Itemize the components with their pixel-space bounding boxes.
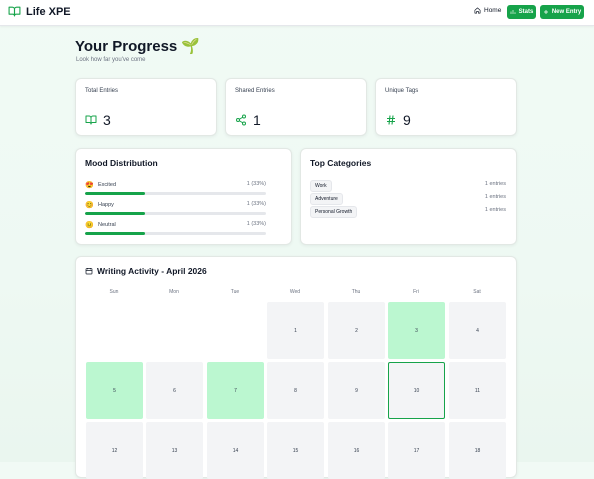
stat-card-shared-entries: Shared Entries 1: [225, 78, 367, 136]
category-item: Work 1 entries: [310, 180, 506, 192]
mood-item: 😊 Happy 1 (33%): [85, 201, 266, 221]
calendar-day[interactable]: 14: [207, 422, 264, 479]
share-icon: [236, 114, 246, 126]
new-entry-label: New Entry: [551, 9, 582, 15]
hash-icon: [387, 115, 395, 125]
calendar-icon: [85, 268, 93, 275]
stat-card-total-entries: Total Entries 3: [75, 78, 217, 136]
section-title: Mood Distribution: [85, 158, 158, 168]
mood-emoji-icon: 😍: [85, 182, 94, 189]
plus-icon: [543, 10, 548, 14]
category-tag[interactable]: Work: [310, 180, 332, 192]
top-nav: Life XPE Home Stats New Entry: [0, 0, 594, 26]
activity-title: Writing Activity - April 2026: [85, 266, 207, 276]
mood-item: 😍 Excited 1 (33%): [85, 181, 266, 201]
calendar-day[interactable]: 2: [328, 302, 385, 359]
chart-icon: [510, 10, 515, 14]
calendar-day[interactable]: 17: [388, 422, 445, 479]
calendar-day[interactable]: 9: [328, 362, 385, 419]
calendar-day[interactable]: 11: [449, 362, 506, 419]
weekday-label: Thu: [351, 289, 361, 295]
calendar-day[interactable]: 8: [267, 362, 324, 419]
new-entry-button[interactable]: New Entry: [540, 5, 584, 19]
mood-bar: [85, 232, 266, 235]
page-subtitle: Look how far you've come: [76, 57, 146, 63]
weekday-label: Fri: [413, 289, 419, 295]
weekday-label: Sat: [473, 289, 481, 295]
category-count: 1 entries: [484, 194, 506, 200]
calendar-day[interactable]: 16: [328, 422, 385, 479]
category-item: Adventure 1 entries: [310, 193, 506, 205]
calendar-day[interactable]: 3: [388, 302, 445, 359]
mood-label: Happy: [98, 202, 114, 208]
mood-item: 😐 Neutral 1 (33%): [85, 221, 266, 241]
home-label: Home: [484, 7, 502, 14]
mood-emoji-icon: 😊: [85, 202, 94, 209]
category-item: Personal Growth 1 entries: [310, 206, 506, 218]
weekday-label: Mon: [169, 289, 179, 295]
mood-count: 1 (33%): [246, 221, 266, 227]
writing-activity-card: Writing Activity - April 2026 Sun Mon Tue W…: [75, 256, 517, 479]
calendar-day[interactable]: 4: [449, 302, 506, 359]
page-title-text: Your Progress: [75, 37, 178, 55]
mood-distribution-card: Mood Distribution 😍 Excited 1 (33%) 😊 Ha…: [75, 148, 292, 245]
calendar-day[interactable]: 15: [267, 422, 324, 479]
category-count: 1 entries: [484, 207, 506, 213]
calendar-day[interactable]: 1: [267, 302, 324, 359]
calendar-day[interactable]: 18: [449, 422, 506, 479]
section-title: Top Categories: [310, 158, 372, 168]
activity-title-text: Writing Activity - April 2026: [97, 266, 207, 276]
mood-label: Neutral: [98, 222, 116, 228]
stat-card-unique-tags: Unique Tags 9: [375, 78, 517, 136]
top-categories-card: Top Categories Work 1 entries Adventure …: [300, 148, 517, 245]
mood-bar: [85, 212, 266, 215]
stat-label: Total Entries: [85, 88, 119, 94]
mood-bar-fill: [85, 192, 145, 195]
book-open-icon: [8, 6, 21, 17]
book-icon: [85, 115, 97, 125]
weekday-label: Tue: [230, 289, 240, 295]
stats-label: Stats: [518, 9, 534, 15]
home-link[interactable]: Home: [474, 7, 501, 14]
category-count: 1 entries: [484, 181, 506, 187]
brand[interactable]: Life XPE: [8, 5, 71, 18]
weekday-label: Wed: [289, 289, 301, 295]
stat-value: 3: [103, 112, 111, 128]
seedling-icon: 🌱: [181, 38, 200, 55]
home-icon: [474, 7, 481, 14]
calendar-day[interactable]: 5: [86, 362, 143, 419]
mood-emoji-icon: 😐: [85, 222, 94, 229]
stats-button[interactable]: Stats: [507, 5, 536, 19]
category-tag[interactable]: Personal Growth: [310, 206, 358, 218]
stat-label: Shared Entries: [235, 88, 275, 94]
mood-bar: [85, 192, 266, 195]
brand-name: Life XPE: [26, 5, 71, 18]
calendar-day[interactable]: 6: [146, 362, 203, 419]
calendar-day[interactable]: 12: [86, 422, 143, 479]
calendar-day[interactable]: 10: [388, 362, 445, 419]
stat-label: Unique Tags: [385, 88, 419, 94]
calendar-day[interactable]: 13: [146, 422, 203, 479]
weekday-label: Sun: [109, 289, 119, 295]
stat-value: 1: [253, 112, 261, 128]
mood-label: Excited: [98, 182, 117, 188]
mood-bar-fill: [85, 212, 145, 215]
page-title: Your Progress 🌱: [75, 37, 200, 56]
mood-count: 1 (33%): [246, 181, 266, 187]
stat-value: 9: [403, 112, 411, 128]
calendar-day[interactable]: 7: [207, 362, 264, 419]
mood-bar-fill: [85, 232, 145, 235]
mood-count: 1 (33%): [246, 201, 266, 207]
category-tag[interactable]: Adventure: [310, 193, 343, 205]
